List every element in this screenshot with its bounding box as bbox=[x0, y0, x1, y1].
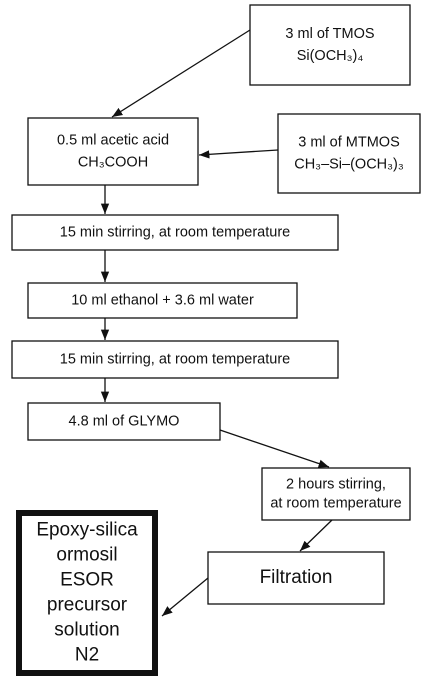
node: 2 hours stirring, at room temperature bbox=[261, 467, 411, 521]
node: 3 ml of MTMOS CH₃–Si–(OCH₃)₃ bbox=[277, 113, 421, 194]
node-label: 4.8 ml of GLYMO bbox=[69, 413, 180, 429]
node: 15 min stirring, at room temperature bbox=[11, 214, 339, 251]
node-label: 3 ml of MTMOS bbox=[298, 134, 400, 150]
node: 10 ml ethanol + 3.6 ml water bbox=[27, 282, 298, 319]
arrow bbox=[219, 429, 330, 468]
node-label: ormosil bbox=[56, 545, 117, 566]
node-label: CH₃COOH bbox=[78, 154, 148, 170]
node-box bbox=[27, 402, 221, 441]
node: Epoxy-silica ormosil ESOR precursor solution… bbox=[16, 510, 158, 676]
node-box bbox=[27, 117, 199, 186]
node-label: 0.5 ml acetic acid bbox=[57, 132, 169, 148]
node-label: ESOR bbox=[60, 570, 114, 591]
node-box bbox=[249, 4, 411, 86]
node-box bbox=[207, 551, 385, 605]
node-box bbox=[11, 340, 339, 379]
node: 4.8 ml of GLYMO bbox=[27, 402, 221, 441]
node-box bbox=[27, 282, 298, 319]
arrow bbox=[198, 149, 279, 159]
arrow bbox=[111, 29, 251, 118]
node-label: 15 min stirring, at room temperature bbox=[60, 224, 290, 240]
node-box bbox=[261, 467, 411, 521]
node-label: solution bbox=[54, 620, 120, 641]
node-label: 10 ml ethanol + 3.6 ml water bbox=[71, 292, 254, 308]
node-label: at room temperature bbox=[270, 495, 401, 511]
node: Filtration bbox=[207, 551, 385, 605]
node-label: 3 ml of TMOS bbox=[285, 26, 374, 42]
node-label: N2 bbox=[75, 645, 99, 666]
node-box bbox=[11, 214, 339, 251]
node-box bbox=[277, 113, 421, 194]
node: 0.5 ml acetic acid CH₃COOH bbox=[27, 117, 199, 186]
arrows bbox=[100, 29, 333, 617]
node-label: 2 hours stirring, bbox=[286, 476, 386, 492]
node-label: precursor bbox=[47, 595, 128, 616]
arrow bbox=[161, 577, 209, 617]
node-label: CH₃–Si–(OCH₃)₃ bbox=[294, 156, 404, 172]
node: 15 min stirring, at room temperature bbox=[11, 340, 339, 379]
node-box bbox=[16, 510, 158, 676]
node-label: Filtration bbox=[260, 567, 333, 588]
node-label: 15 min stirring, at room temperature bbox=[60, 351, 290, 367]
node-label: Si(OCH₃)₄ bbox=[297, 48, 364, 64]
node: 3 ml of TMOS Si(OCH₃)₄ bbox=[249, 4, 411, 86]
node-label: Epoxy-silica bbox=[36, 520, 138, 541]
arrow bbox=[299, 519, 333, 552]
